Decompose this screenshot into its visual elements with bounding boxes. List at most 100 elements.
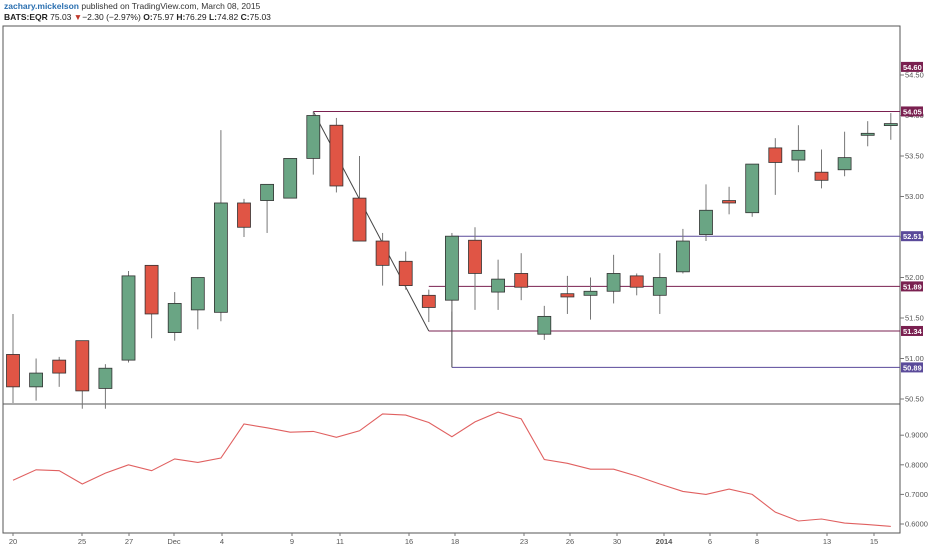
candle-down [375, 240, 390, 266]
level-badge-label: 51.34 [903, 327, 923, 336]
level-badge-label: 54.60 [903, 63, 922, 72]
candle-down [237, 202, 251, 228]
price-tick-label: 51.00 [905, 354, 924, 363]
candle-up [167, 303, 182, 333]
time-tick-label: 27 [125, 537, 133, 546]
price-tick-label: 51.50 [905, 314, 924, 323]
candle-up [98, 367, 113, 389]
low-label: L: [208, 12, 217, 22]
candle-up [745, 163, 760, 214]
time-tick-label: 15 [870, 537, 878, 546]
time-axis: 20 25 27 Dec 4 9 11 16 18 23 26 30 2014 6 8 13 15 [9, 533, 878, 546]
candle-down [629, 275, 644, 288]
candle-down [75, 340, 90, 392]
time-tick-label: 18 [451, 537, 459, 546]
symbol-label[interactable]: BATS:EQR [4, 12, 48, 22]
time-tick-label: 6 [708, 537, 712, 546]
chart-border [2, 25, 901, 534]
high-label: H: [176, 12, 186, 22]
last-price: 75.03 [50, 12, 72, 22]
level-badge-label: 51.89 [903, 282, 922, 291]
candle-up [29, 372, 44, 388]
price-tick-label: 53.00 [905, 192, 924, 201]
candle-down [352, 197, 367, 242]
indicator-axis: 0.6000 0.7000 0.8000 0.9000 [900, 431, 928, 529]
level-badges: 54.60 54.05 52.51 51.89 51.34 50.89 [901, 61, 923, 373]
chart-frame [2, 25, 901, 534]
indicator-series [12, 411, 891, 527]
candle-up [860, 132, 875, 136]
level-badge [901, 106, 923, 117]
horizontal-levels[interactable] [313, 110, 900, 368]
published-text: published on TradingView.com, March 08, … [81, 1, 261, 11]
price-change: −2.30 (−2.97%) [82, 12, 141, 22]
candle-down [768, 147, 783, 163]
candle-down [722, 200, 736, 204]
candle-down [814, 171, 829, 181]
candle-down [421, 294, 436, 308]
candlestick-series [6, 111, 898, 409]
level-badge-label: 50.89 [903, 363, 922, 372]
candle-up [260, 183, 275, 201]
level-badge-label: 52.51 [903, 232, 922, 241]
candle-down [560, 293, 575, 298]
indicator-tick-label: 0.9000 [905, 431, 928, 440]
ohlc-legend: BATS:EQR 75.03 ▼−2.30 (−2.97%) O:75.97 H… [4, 12, 271, 23]
time-tick-label: 25 [78, 537, 86, 546]
price-tick-label: 50.50 [905, 395, 924, 404]
candle-up [306, 115, 321, 159]
open-label: O: [143, 12, 153, 22]
candle-down [398, 260, 413, 286]
candle-down [329, 124, 344, 187]
candle-down [144, 264, 159, 315]
candle-up [491, 278, 506, 293]
candle-up [121, 275, 136, 361]
candle-down [468, 239, 482, 274]
author-link[interactable]: zachary.mickelson [4, 1, 79, 11]
time-tick-label: 8 [755, 537, 759, 546]
time-tick-label: 23 [520, 537, 528, 546]
time-tick-label: 9 [290, 537, 294, 546]
level-badge [901, 325, 923, 336]
time-tick-label: 26 [566, 537, 574, 546]
time-tick-label: 2014 [656, 537, 674, 546]
level-badge [901, 231, 923, 242]
candle-up [444, 235, 459, 301]
level-badge [901, 281, 923, 292]
indicator-tick-label: 0.6000 [905, 520, 928, 529]
candle-up [652, 277, 667, 296]
candle-up [791, 149, 806, 161]
candle-up [883, 123, 898, 126]
price-tick-label: 52.00 [905, 273, 924, 282]
open-value: 75.97 [152, 12, 174, 22]
candle-up [583, 290, 598, 296]
candle-up [676, 240, 690, 273]
candle-down [52, 359, 67, 374]
candle-up [213, 202, 228, 313]
high-value: 76.29 [185, 12, 207, 22]
candle-up [190, 277, 205, 311]
time-tick-label: 30 [613, 537, 621, 546]
price-tick-label: 53.50 [905, 152, 924, 161]
level-badge [901, 61, 923, 72]
candle-up [606, 273, 621, 292]
level-badge-label: 54.05 [903, 107, 922, 116]
time-tick-label: Dec [167, 537, 181, 546]
indicator-tick-label: 0.7000 [905, 490, 928, 499]
time-tick-label: 20 [9, 537, 17, 546]
candle-up [837, 157, 852, 171]
candle-up [283, 158, 298, 199]
low-value: 74.82 [216, 12, 239, 22]
close-value: 75.03 [249, 12, 271, 22]
candle-down [6, 354, 20, 388]
time-tick-label: 4 [220, 537, 224, 546]
time-tick-label: 11 [336, 537, 344, 546]
indicator-line [12, 411, 891, 527]
indicator-tick-label: 0.8000 [905, 460, 928, 469]
price-tick-label: 54.50 [905, 71, 924, 80]
time-tick-label: 13 [823, 537, 831, 546]
candle-up [537, 315, 552, 335]
level-badge [901, 362, 923, 373]
publisher-line: zachary.mickelson published on TradingVi… [4, 1, 260, 12]
